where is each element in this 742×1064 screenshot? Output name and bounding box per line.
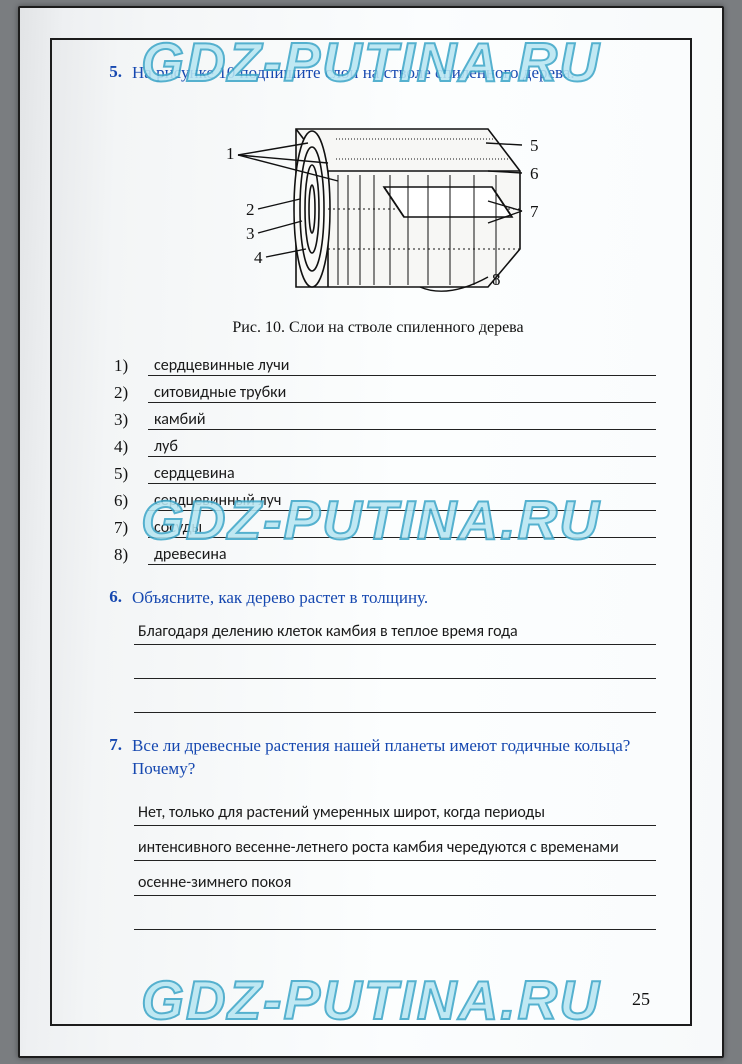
- task-6-header: 6. Объясните, как дерево растет в толщин…: [100, 587, 656, 610]
- page-content-frame: 5. На рисунке 10 подпишите слои на ствол…: [50, 38, 692, 1026]
- free-text: осенне-зимнего покоя: [138, 873, 291, 892]
- answer-num: 3): [114, 410, 138, 430]
- task-5-prompt: На рисунке 10 подпишите слои на стволе с…: [132, 62, 575, 85]
- tree-trunk-diagram: 1 2 3 4 5 6 7 8: [188, 99, 568, 309]
- answer-row-3: 3) камбий: [114, 409, 656, 430]
- answer-line: сосуды: [148, 517, 656, 538]
- answer-row-6: 6) сердцевинный луч: [114, 490, 656, 511]
- answer-num: 7): [114, 518, 138, 538]
- task-6-prompt: Объясните, как дерево растет в толщину.: [132, 587, 428, 610]
- free-line: [134, 653, 656, 679]
- task-7-header: 7. Все ли древесные растения нашей плане…: [100, 735, 656, 781]
- free-text: Нет, только для растений умеренных широт…: [138, 803, 545, 822]
- answer-text: сосуды: [154, 518, 202, 537]
- answer-num: 6): [114, 491, 138, 511]
- callout-2: 2: [246, 200, 255, 219]
- answer-line: сердцевинный луч: [148, 490, 656, 511]
- free-line: Нет, только для растений умеренных широт…: [134, 799, 656, 826]
- answer-row-2: 2) ситовидные трубки: [114, 382, 656, 403]
- answer-text: луб: [154, 437, 178, 456]
- callout-7: 7: [530, 202, 539, 221]
- task-7-lines: Нет, только для растений умеренных широт…: [134, 799, 656, 930]
- task-6: 6. Объясните, как дерево растет в толщин…: [100, 587, 656, 713]
- callout-5: 5: [530, 136, 539, 155]
- task-7: 7. Все ли древесные растения нашей плане…: [100, 735, 656, 930]
- answer-line: ситовидные трубки: [148, 382, 656, 403]
- free-line: Благодаря делению клеток камбия в теплое…: [134, 618, 656, 645]
- task-5-number: 5.: [100, 62, 122, 82]
- answer-text: камбий: [154, 410, 206, 429]
- answer-line: сердцевина: [148, 463, 656, 484]
- free-text: Благодаря делению клеток камбия в теплое…: [138, 622, 518, 641]
- task-5-answers: 1) сердцевинные лучи 2) ситовидные трубк…: [114, 355, 656, 565]
- free-line: [134, 687, 656, 713]
- answer-row-7: 7) сосуды: [114, 517, 656, 538]
- answer-row-4: 4) луб: [114, 436, 656, 457]
- callout-3: 3: [246, 224, 255, 243]
- task-5-header: 5. На рисунке 10 подпишите слои на ствол…: [100, 62, 656, 85]
- callout-8: 8: [492, 270, 501, 289]
- free-line: интенсивного весенне-летнего роста камби…: [134, 834, 656, 861]
- answer-text: сердцевинный луч: [154, 491, 281, 510]
- task-7-number: 7.: [100, 735, 122, 755]
- task-7-prompt: Все ли древесные растения нашей планеты …: [132, 735, 656, 781]
- callout-6: 6: [530, 164, 539, 183]
- figure-10-caption: Рис. 10. Слои на стволе спиленного дерев…: [100, 319, 656, 337]
- answer-num: 4): [114, 437, 138, 457]
- answer-row-5: 5) сердцевина: [114, 463, 656, 484]
- free-line: [134, 904, 656, 930]
- task-6-number: 6.: [100, 587, 122, 607]
- answer-num: 2): [114, 383, 138, 403]
- answer-row-1: 1) сердцевинные лучи: [114, 355, 656, 376]
- answer-num: 8): [114, 545, 138, 565]
- answer-row-8: 8) древесина: [114, 544, 656, 565]
- answer-num: 1): [114, 356, 138, 376]
- figure-10: 1 2 3 4 5 6 7 8: [100, 99, 656, 309]
- answer-text: сердцевина: [154, 464, 235, 483]
- answer-line: сердцевинные лучи: [148, 355, 656, 376]
- answer-line: древесина: [148, 544, 656, 565]
- task-5: 5. На рисунке 10 подпишите слои на ствол…: [100, 62, 656, 565]
- answer-text: сердцевинные лучи: [154, 356, 289, 375]
- answer-line: луб: [148, 436, 656, 457]
- answer-line: камбий: [148, 409, 656, 430]
- callout-1: 1: [226, 144, 235, 163]
- answer-text: древесина: [154, 545, 227, 564]
- answer-num: 5): [114, 464, 138, 484]
- callout-4: 4: [254, 248, 263, 267]
- free-text: интенсивного весенне-летнего роста камби…: [138, 838, 619, 857]
- free-line: осенне-зимнего покоя: [134, 869, 656, 896]
- scanned-page: 5. На рисунке 10 подпишите слои на ствол…: [18, 6, 724, 1058]
- answer-text: ситовидные трубки: [154, 383, 286, 402]
- page-number: 25: [632, 989, 650, 1010]
- task-6-lines: Благодаря делению клеток камбия в теплое…: [134, 618, 656, 713]
